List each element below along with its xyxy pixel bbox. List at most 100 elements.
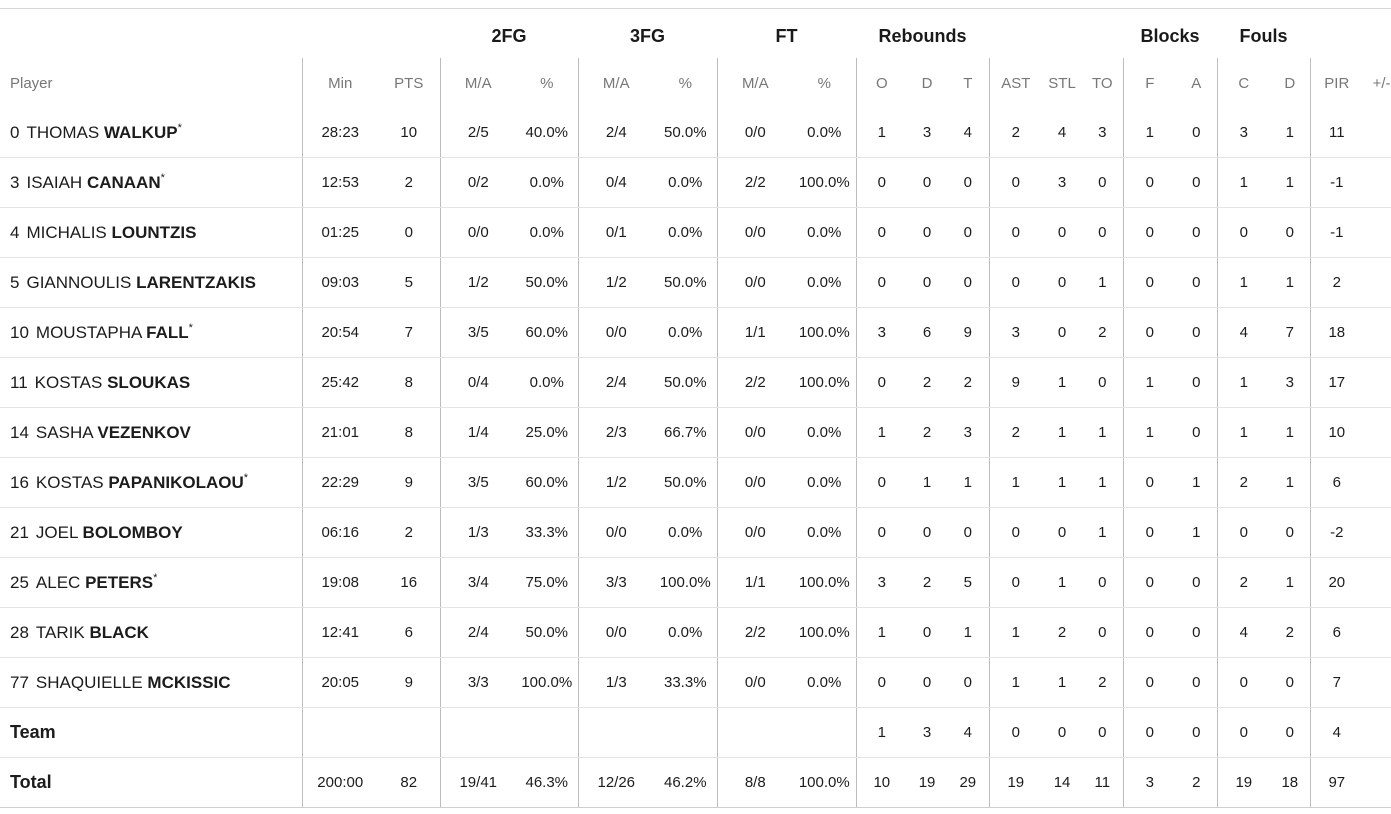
player-name-cell[interactable]: 25 ALEC PETERS*	[0, 557, 302, 608]
stat-foul-c: 0	[1216, 207, 1271, 258]
player-name-cell[interactable]: 14 SASHA VEZENKOV	[0, 407, 302, 458]
stat-2fg-ma: 0/4	[439, 357, 516, 408]
player-row[interactable]: 77 SHAQUIELLE MCKISSIC 20:05 9 3/3 100.0% 1/3 3…	[0, 657, 1391, 708]
player-name-cell[interactable]: 5 GIANNOULIS LARENTZAKIS	[0, 257, 302, 308]
group-header-rebounds: Rebounds	[878, 25, 967, 46]
col-header-foul-c[interactable]: C	[1216, 58, 1271, 108]
col-header-2fg-ma[interactable]: M/A	[439, 58, 516, 108]
player-name-cell[interactable]: 10 MOUSTAPHA FALL*	[0, 307, 302, 358]
stat-stl: 1	[1042, 657, 1083, 708]
stat-pts: 8	[378, 407, 440, 458]
player-last-name: PETERS	[85, 572, 154, 592]
stat-pir: 10	[1309, 407, 1364, 458]
stat-pir: 97	[1309, 757, 1364, 808]
stat-stl: 14	[1042, 757, 1083, 808]
stat-3fg-pct: 33.3%	[654, 657, 718, 708]
player-row[interactable]: 16 KOSTAS PAPANIKOLAOU* 22:29 9 3/5 60.0% 1/2 5…	[0, 457, 1391, 508]
col-header-3fg-ma[interactable]: M/A	[577, 58, 655, 108]
stat-foul-d: 3	[1270, 357, 1311, 408]
col-header-pir[interactable]: PIR	[1309, 58, 1364, 108]
stat-reb-d: 3	[907, 707, 948, 758]
stat-min: 200:00	[301, 757, 378, 808]
player-row[interactable]: 10 MOUSTAPHA FALL* 20:54 7 3/5 60.0% 0/0 0.0% 1/…	[0, 307, 1391, 358]
player-name-cell[interactable]: 3 ISAIAH CANAAN*	[0, 157, 302, 208]
stat-ast: 1	[988, 607, 1043, 658]
player-row[interactable]: 11 KOSTAS SLOUKAS 25:42 8 0/4 0.0% 2/4 50.0% 2/2…	[0, 357, 1391, 408]
col-header-blk-f[interactable]: F	[1122, 58, 1177, 108]
column-header-row: Player Min PTS M/A % M/A % M/A % O D T A…	[0, 58, 1391, 108]
stat-foul-c: 3	[1216, 108, 1271, 158]
stat-reb-o: 1	[855, 407, 908, 458]
col-header-player[interactable]: Player	[10, 74, 53, 92]
player-row[interactable]: 3 ISAIAH CANAAN* 12:53 2 0/2 0.0% 0/4 0.0% 2/2 10…	[0, 157, 1391, 208]
player-name-cell[interactable]: 0 THOMAS WALKUP*	[0, 108, 302, 158]
player-name-cell[interactable]: 77 SHAQUIELLE MCKISSIC	[0, 657, 302, 708]
stat-stl: 1	[1042, 407, 1083, 458]
jersey-number: 0	[10, 122, 20, 142]
stat-pir: 6	[1309, 607, 1364, 658]
col-header-ast[interactable]: AST	[988, 58, 1043, 108]
col-header-to[interactable]: TO	[1092, 74, 1113, 92]
stat-plus-minus	[1363, 707, 1391, 758]
starter-marker: *	[243, 471, 249, 484]
stat-plus-minus	[1363, 407, 1391, 458]
stat-reb-t: 1	[947, 457, 990, 508]
col-header-min[interactable]: Min	[301, 58, 378, 108]
col-header-2fg-pct[interactable]: %	[540, 74, 554, 92]
player-name-cell[interactable]: 16 KOSTAS PAPANIKOLAOU*	[0, 457, 302, 508]
stat-blk-f: 0	[1122, 707, 1177, 758]
player-row[interactable]: 28 TARIK BLACK 12:41 6 2/4 50.0% 0/0 0.0% 2/2 100…	[0, 607, 1391, 658]
stat-min: 06:16	[301, 507, 378, 558]
stat-min: 20:54	[301, 307, 378, 358]
stat-ft-pct: 0.0%	[793, 507, 857, 558]
stat-plus-minus	[1363, 207, 1391, 258]
player-last-name: WALKUP	[103, 122, 178, 142]
player-name-cell[interactable]: 4 MICHALIS LOUNTZIS	[0, 207, 302, 258]
player-row[interactable]: 5 GIANNOULIS LARENTZAKIS 09:03 5 1/2 50.0% 1/2…	[0, 257, 1391, 308]
player-row[interactable]: 14 SASHA VEZENKOV 21:01 8 1/4 25.0% 2/3 66.7% 0/…	[0, 407, 1391, 458]
stat-plus-minus	[1363, 557, 1391, 608]
col-header-pts[interactable]: PTS	[394, 74, 424, 92]
stat-ast: 0	[988, 507, 1043, 558]
stat-reb-d: 0	[907, 657, 948, 708]
player-name-cell[interactable]: 21 JOEL BOLOMBOY	[0, 507, 302, 558]
stat-ast: 1	[988, 657, 1043, 708]
col-header-reb-d[interactable]: D	[921, 74, 933, 92]
player-first-name: GIANNOULIS	[26, 272, 132, 292]
col-header-3fg-pct[interactable]: %	[678, 74, 692, 92]
player-name-cell[interactable]: 28 TARIK BLACK	[0, 607, 302, 658]
player-row[interactable]: 21 JOEL BOLOMBOY 06:16 2 1/3 33.3% 0/0 0.0% 0/0 0…	[0, 507, 1391, 558]
player-name-cell[interactable]: 11 KOSTAS SLOUKAS	[0, 357, 302, 408]
stat-ft-pct: 100.0%	[793, 157, 857, 208]
col-header-foul-d[interactable]: D	[1284, 74, 1296, 92]
player-first-name: SHAQUIELLE	[35, 672, 143, 692]
stat-to: 2	[1082, 307, 1124, 358]
col-header-reb-t[interactable]: T	[963, 74, 973, 92]
col-header-stl[interactable]: STL	[1048, 74, 1076, 92]
stat-ft-pct: 0.0%	[793, 457, 857, 508]
jersey-number: 3	[10, 172, 20, 192]
stat-foul-d: 18	[1270, 757, 1311, 808]
col-header-reb-o[interactable]: O	[855, 58, 908, 108]
stat-blk-f: 0	[1122, 257, 1177, 308]
stat-pts: 2	[378, 157, 440, 208]
stat-pts: 82	[378, 757, 440, 808]
starter-marker: *	[177, 121, 182, 134]
col-header-ft-ma[interactable]: M/A	[716, 58, 794, 108]
stat-pir: 2	[1309, 257, 1364, 308]
stat-ft-ma: 0/0	[716, 257, 794, 308]
stat-foul-c: 4	[1216, 307, 1271, 358]
stat-pir: 11	[1309, 108, 1364, 158]
col-header-ft-pct[interactable]: %	[817, 74, 831, 92]
player-row[interactable]: 25 ALEC PETERS* 19:08 16 3/4 75.0% 3/3 100.0% 1/…	[0, 557, 1391, 608]
stat-ast: 0	[988, 207, 1043, 258]
col-header-plus-minus[interactable]: +/-	[1372, 74, 1391, 92]
col-header-blk-a[interactable]: A	[1191, 74, 1202, 92]
player-row[interactable]: 4 MICHALIS LOUNTZIS 01:25 0 0/0 0.0% 0/1 0.0% 0/…	[0, 207, 1391, 258]
player-row[interactable]: 0 THOMAS WALKUP* 28:23 10 2/5 40.0% 2/4 50.0% 0/…	[0, 108, 1391, 158]
stat-ft-ma: 0/0	[716, 108, 794, 158]
stat-ast: 2	[988, 108, 1043, 158]
stat-blk-a: 2	[1176, 757, 1218, 808]
stat-2fg-pct: 0.0%	[516, 357, 579, 408]
stat-plus-minus	[1363, 257, 1391, 308]
